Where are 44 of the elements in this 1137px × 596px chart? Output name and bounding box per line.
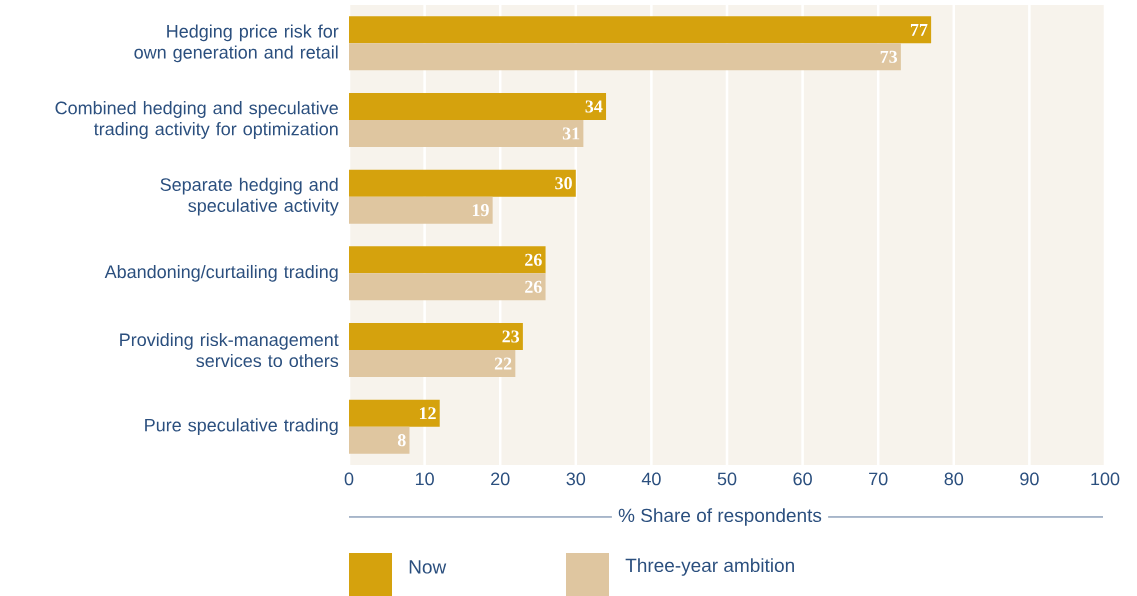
- x-tick-label: 30: [566, 472, 586, 486]
- bar: [349, 246, 546, 274]
- y-tick-label: Providing risk-management services to others: [120, 332, 339, 368]
- y-tick-label: Hedging price risk for own generation and retail: [134, 24, 339, 63]
- x-tick-label: 60: [793, 472, 812, 486]
- data-label: 31: [562, 127, 580, 140]
- x-tick-label: 10: [415, 472, 434, 486]
- data-label: 23: [502, 330, 520, 343]
- x-axis-title: % Share of respondents: [618, 508, 822, 526]
- x-tick-label: 50: [717, 472, 737, 486]
- x-tick-label: 0: [344, 472, 354, 486]
- data-label: 77: [910, 23, 928, 36]
- bar: [349, 196, 493, 224]
- bar: [349, 169, 576, 197]
- bar: [349, 322, 523, 350]
- y-tick-label: Pure speculative trading: [145, 418, 338, 436]
- data-label: 22: [494, 357, 512, 370]
- data-label: 26: [525, 280, 542, 293]
- bar: [349, 349, 516, 377]
- bar: [349, 43, 901, 71]
- data-label: 73: [880, 50, 898, 63]
- x-tick-label: 90: [1020, 472, 1039, 486]
- bar: [349, 120, 584, 147]
- legend-label: Now: [409, 560, 447, 574]
- data-label: 30: [555, 177, 572, 190]
- y-tick-label: Separate hedging and speculative activity: [160, 177, 339, 216]
- x-tick-label: 40: [641, 472, 661, 486]
- x-tick-label: 100: [1091, 472, 1120, 486]
- x-tick-label: 20: [491, 472, 510, 486]
- bar: [349, 273, 546, 301]
- x-tick-label: 80: [944, 472, 964, 486]
- data-label: 34: [585, 100, 603, 113]
- legend-label: Three-year ambition: [625, 558, 794, 576]
- bar: [349, 399, 440, 427]
- y-tick-label: Combined hedging and speculative trading activity for optimization: [55, 101, 338, 139]
- y-tick-label: Abandoning/curtailing trading: [104, 264, 338, 282]
- bar: [349, 426, 410, 454]
- bar: [349, 93, 607, 120]
- x-tick-label: 70: [869, 472, 888, 486]
- data-label: 26: [525, 253, 542, 266]
- bar: [349, 16, 932, 44]
- data-label: 12: [419, 407, 436, 420]
- data-label: 19: [472, 204, 489, 217]
- data-label: 8: [397, 434, 406, 447]
